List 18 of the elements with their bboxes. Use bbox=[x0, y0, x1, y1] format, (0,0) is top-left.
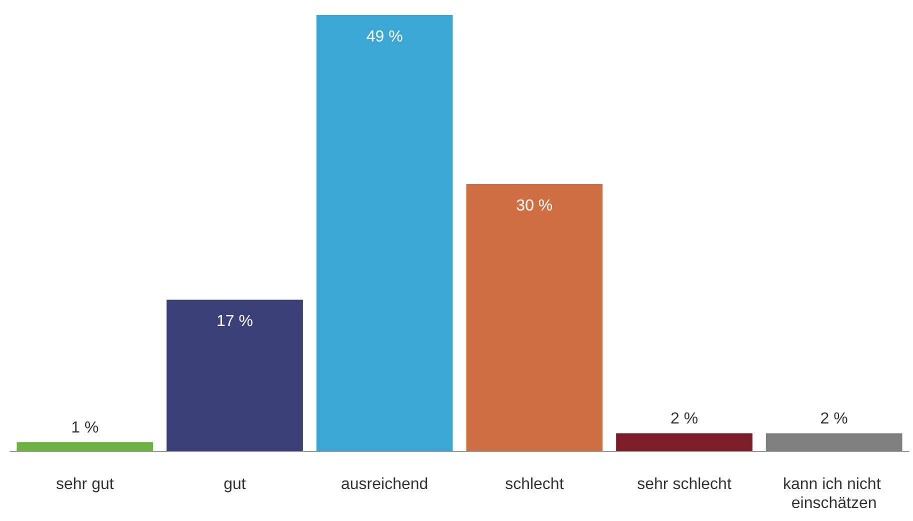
data-label: 49 % bbox=[366, 28, 403, 46]
x-tick-label: sehr gut bbox=[56, 476, 114, 493]
bar bbox=[466, 184, 603, 451]
data-label: 2 % bbox=[670, 410, 698, 428]
data-label: 1 % bbox=[71, 420, 99, 437]
x-tick-label: schlecht bbox=[505, 476, 564, 493]
data-label: 17 % bbox=[216, 313, 253, 330]
x-tick-label: gut bbox=[224, 476, 246, 493]
x-tick-label: ausreichend bbox=[340, 476, 428, 493]
bar bbox=[316, 15, 453, 451]
data-label: 30 % bbox=[516, 198, 553, 215]
x-tick-label: sehr schlecht bbox=[637, 476, 732, 493]
data-label: 2 % bbox=[820, 410, 848, 428]
bar bbox=[766, 433, 902, 451]
x-tick-label: kann ich nicht einschätzen bbox=[782, 476, 886, 512]
bar bbox=[616, 433, 752, 451]
bar bbox=[166, 300, 303, 451]
bar bbox=[16, 442, 154, 451]
